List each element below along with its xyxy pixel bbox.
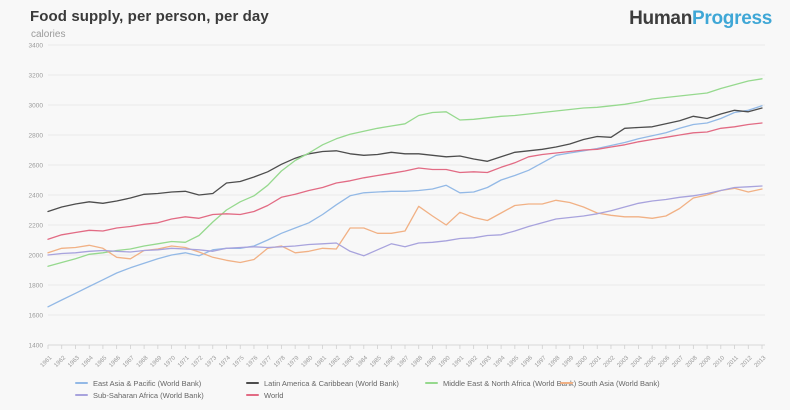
x-axis-tick-label: 2007 bbox=[671, 355, 685, 369]
x-axis-tick-label: 1967 bbox=[122, 355, 136, 369]
x-axis-tick-label: 2011 bbox=[727, 355, 741, 369]
series-line-middle-east-north-africa-world-bank bbox=[47, 78, 763, 267]
x-axis-tick-label: 2012 bbox=[740, 355, 754, 369]
x-axis-tick-label: 1978 bbox=[273, 355, 287, 369]
series-line-sub-saharan-africa-world-bank bbox=[47, 185, 763, 257]
chart-canvas: 1400 1600 1800 2000 2200 2400 2600 2800 3000 3200… bbox=[29, 43, 768, 369]
x-axis-tick-label: 1986 bbox=[383, 355, 397, 369]
y-axis-tick-label: 1400 bbox=[29, 343, 44, 350]
x-axis-tick-label: 2001 bbox=[589, 355, 603, 369]
x-axis-tick-label: 1963 bbox=[67, 355, 81, 369]
x-axis-tick-label: 1970 bbox=[163, 355, 177, 369]
legend-swatch bbox=[425, 382, 438, 384]
x-axis-tick-label: 2008 bbox=[685, 355, 699, 369]
series-line-latin-america-caribbean-world-bank bbox=[47, 107, 763, 213]
x-axis-tick-label: 1974 bbox=[218, 355, 232, 369]
logo-text-human: Human bbox=[629, 8, 693, 29]
y-axis-tick-label: 2400 bbox=[29, 193, 44, 200]
legend-item-world[interactable]: World bbox=[246, 390, 283, 400]
x-axis-tick-label: 1999 bbox=[561, 355, 575, 369]
x-axis-tick-label: 1994 bbox=[493, 355, 507, 369]
y-axis-tick-label: 1600 bbox=[29, 313, 44, 320]
y-axis-tick-label: 3400 bbox=[29, 43, 44, 50]
x-axis-tick-label: 2009 bbox=[699, 355, 713, 369]
chart-title: Food supply, per person, per day bbox=[30, 8, 269, 25]
x-axis-tick-label: 1990 bbox=[438, 355, 452, 369]
y-axis-tick-label: 2200 bbox=[29, 223, 44, 230]
y-axis-tick-label: 2600 bbox=[29, 163, 44, 170]
legend-swatch bbox=[246, 394, 259, 396]
x-axis-tick-label: 1998 bbox=[548, 355, 562, 369]
x-axis-tick-label: 2010 bbox=[713, 355, 727, 369]
x-axis-tick-label: 1988 bbox=[410, 355, 424, 369]
x-axis-tick-label: 2003 bbox=[616, 355, 630, 369]
legend-swatch bbox=[75, 394, 88, 396]
legend-label: Middle East & North Africa (World Bank) bbox=[443, 378, 577, 388]
x-axis-tick-label: 2013 bbox=[754, 355, 768, 369]
x-axis-tick-label: 1982 bbox=[328, 355, 342, 369]
y-axis-tick-label: 3000 bbox=[29, 103, 44, 110]
x-axis-tick-label: 2002 bbox=[603, 355, 617, 369]
y-axis-tick-label: 1800 bbox=[29, 283, 44, 290]
series-line-east-asia-pacific-world-bank bbox=[47, 105, 763, 308]
legend-item-sub-saharan-africa-world-bank[interactable]: Sub-Saharan Africa (World Bank) bbox=[75, 390, 204, 400]
x-axis-tick-label: 1966 bbox=[108, 355, 122, 369]
chart-y-axis-unit: calories bbox=[31, 29, 66, 40]
y-axis-tick-label: 3200 bbox=[29, 73, 44, 80]
x-axis-tick-label: 1991 bbox=[452, 355, 466, 369]
x-axis-tick-label: 1983 bbox=[342, 355, 356, 369]
x-axis-tick-label: 1969 bbox=[150, 355, 164, 369]
x-axis-tick-label: 1995 bbox=[507, 355, 521, 369]
legend-item-latin-america-caribbean-world-bank[interactable]: Latin America & Caribbean (World Bank) bbox=[246, 378, 399, 388]
x-axis-tick-label: 1979 bbox=[287, 355, 301, 369]
legend-swatch bbox=[75, 382, 88, 384]
legend-swatch bbox=[246, 382, 259, 384]
x-axis-tick-label: 2006 bbox=[658, 355, 672, 369]
x-axis-tick-label: 1971 bbox=[177, 355, 191, 369]
series-line-world bbox=[47, 122, 763, 240]
x-axis-tick-label: 1962 bbox=[53, 355, 67, 369]
logo-text-progress: Progress bbox=[692, 8, 772, 29]
legend-label: World bbox=[264, 390, 284, 400]
x-axis-tick-label: 1976 bbox=[246, 355, 260, 369]
x-axis-tick-label: 1972 bbox=[191, 355, 205, 369]
x-axis-tick-label: 1985 bbox=[369, 355, 383, 369]
legend-swatch bbox=[560, 382, 573, 384]
y-axis-tick-label: 2000 bbox=[29, 253, 44, 260]
legend-label: East Asia & Pacific (World Bank) bbox=[93, 378, 202, 388]
series-line-south-asia-world-bank bbox=[47, 187, 763, 264]
legend-label: South Asia (World Bank) bbox=[578, 378, 660, 388]
legend-label: Latin America & Caribbean (World Bank) bbox=[264, 378, 399, 388]
x-axis-tick-label: 1977 bbox=[259, 355, 273, 369]
x-axis-tick-label: 1975 bbox=[232, 355, 246, 369]
x-axis-tick-label: 1961 bbox=[40, 355, 54, 369]
x-axis-tick-label: 2005 bbox=[644, 355, 658, 369]
x-axis-tick-label: 1984 bbox=[356, 355, 370, 369]
legend-label: Sub-Saharan Africa (World Bank) bbox=[93, 390, 204, 400]
x-axis-tick-label: 1980 bbox=[301, 355, 315, 369]
x-axis-tick-label: 1996 bbox=[520, 355, 534, 369]
x-axis-tick-label: 1973 bbox=[204, 355, 218, 369]
x-axis-tick-label: 1987 bbox=[397, 355, 411, 369]
x-axis-tick-label: 1964 bbox=[81, 355, 95, 369]
x-axis-tick-label: 1993 bbox=[479, 355, 493, 369]
x-axis-tick-label: 1968 bbox=[136, 355, 150, 369]
humanprogress-logo[interactable]: HumanProgress bbox=[629, 8, 772, 30]
x-axis-tick-label: 1989 bbox=[424, 355, 438, 369]
x-axis-tick-label: 1992 bbox=[465, 355, 479, 369]
x-axis-tick-label: 2000 bbox=[575, 355, 589, 369]
x-axis-tick-label: 1981 bbox=[314, 355, 328, 369]
legend-item-south-asia-world-bank[interactable]: South Asia (World Bank) bbox=[560, 378, 660, 388]
x-axis-tick-label: 1997 bbox=[534, 355, 548, 369]
x-axis-tick-label: 2004 bbox=[630, 355, 644, 369]
y-axis-tick-label: 2800 bbox=[29, 133, 44, 140]
legend-item-middle-east-north-africa-world-bank[interactable]: Middle East & North Africa (World Bank) bbox=[425, 378, 576, 388]
legend-item-east-asia-pacific-world-bank[interactable]: East Asia & Pacific (World Bank) bbox=[75, 378, 201, 388]
x-axis-tick-label: 1965 bbox=[95, 355, 109, 369]
